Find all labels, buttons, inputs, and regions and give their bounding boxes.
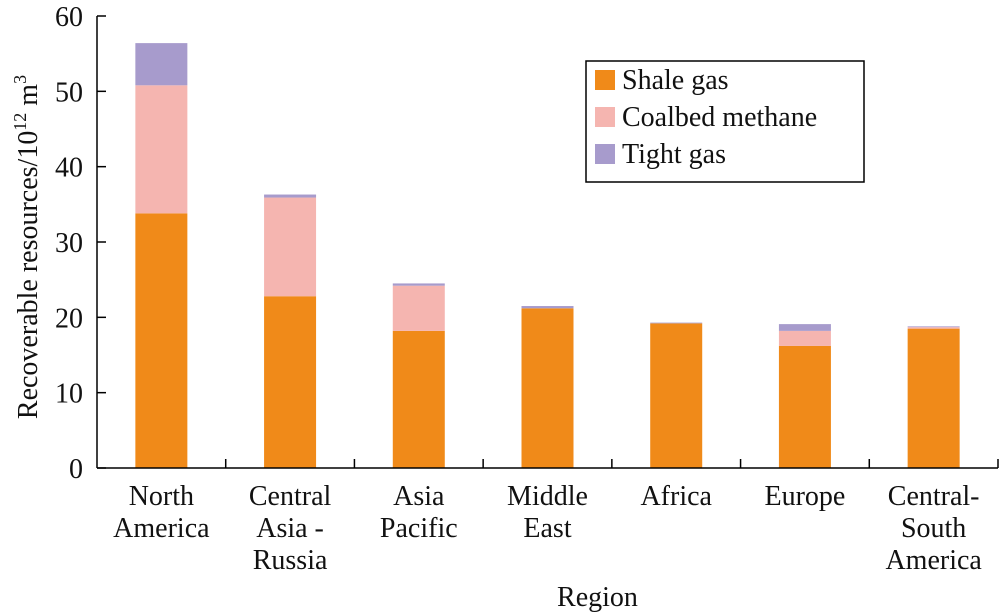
bar-segment-coalbed-methane bbox=[392, 285, 445, 331]
y-axis-label-main: Recoverable resources/10 bbox=[13, 131, 44, 419]
bar-segment-tight-gas bbox=[264, 194, 317, 198]
x-category-label: Central Asia -Russia bbox=[249, 481, 332, 576]
y-ticks-group: 0 10 20 30 40 50 60 bbox=[55, 2, 106, 485]
x-category-label: Europe bbox=[764, 481, 845, 512]
y-axis-label-unit-exponent: 3 bbox=[10, 75, 30, 84]
legend-swatch bbox=[595, 107, 615, 127]
bar-segment-tight-gas bbox=[521, 306, 574, 309]
y-axis-label: Recoverable resources/1012 m3 bbox=[10, 75, 44, 419]
bar-segment-tight-gas bbox=[907, 326, 960, 328]
bar-segment-coalbed-methane bbox=[907, 327, 960, 329]
bar-segment-shale-gas bbox=[778, 345, 831, 468]
bar-segment-tight-gas bbox=[135, 43, 188, 86]
y-tick-label: 30 bbox=[55, 228, 83, 259]
bars-group bbox=[135, 43, 960, 468]
x-category-label: Africa bbox=[640, 481, 712, 512]
x-category-label: North America bbox=[113, 481, 210, 544]
legend-label: Tight gas bbox=[622, 139, 726, 170]
bar-segment-tight-gas bbox=[650, 322, 703, 324]
bar-segment-tight-gas bbox=[778, 324, 831, 331]
bar-segment-shale-gas bbox=[135, 213, 188, 468]
bar-segment-shale-gas bbox=[392, 330, 445, 468]
legend: Shale gas Coalbed methane Tight gas bbox=[585, 60, 865, 183]
legend-swatch bbox=[595, 70, 615, 90]
bar-segment-shale-gas bbox=[907, 328, 960, 468]
legend-label: Shale gas bbox=[622, 65, 729, 96]
bar-segment-shale-gas bbox=[264, 296, 317, 468]
x-ticks-group: North America Central Asia -Russia Asia Pacif… bbox=[113, 459, 999, 576]
legend-label: Coalbed methane bbox=[622, 102, 817, 133]
bar-segment-shale-gas bbox=[521, 308, 574, 468]
y-axis-label-exponent: 12 bbox=[10, 113, 30, 131]
legend-box bbox=[585, 60, 865, 183]
bar-segment-shale-gas bbox=[650, 323, 703, 468]
y-tick-label: 10 bbox=[55, 379, 83, 410]
bar-segment-coalbed-methane bbox=[778, 330, 831, 346]
bar-segment-tight-gas bbox=[392, 283, 445, 286]
bar-segment-coalbed-methane bbox=[264, 197, 317, 297]
legend-swatch bbox=[595, 144, 615, 164]
x-category-label: Asia Pacific bbox=[380, 481, 458, 544]
y-tick-label: 40 bbox=[55, 153, 83, 184]
x-axis-label: Region bbox=[557, 582, 638, 613]
y-axis-label-unit: m bbox=[13, 84, 44, 113]
x-category-label: Central-South America bbox=[885, 481, 982, 576]
x-category-label: Middle East bbox=[507, 481, 588, 544]
y-tick-label: 50 bbox=[55, 77, 83, 108]
y-tick-label: 0 bbox=[69, 454, 83, 485]
y-tick-label: 60 bbox=[55, 2, 83, 33]
y-tick-label: 20 bbox=[55, 303, 83, 334]
bar-segment-coalbed-methane bbox=[135, 85, 188, 214]
